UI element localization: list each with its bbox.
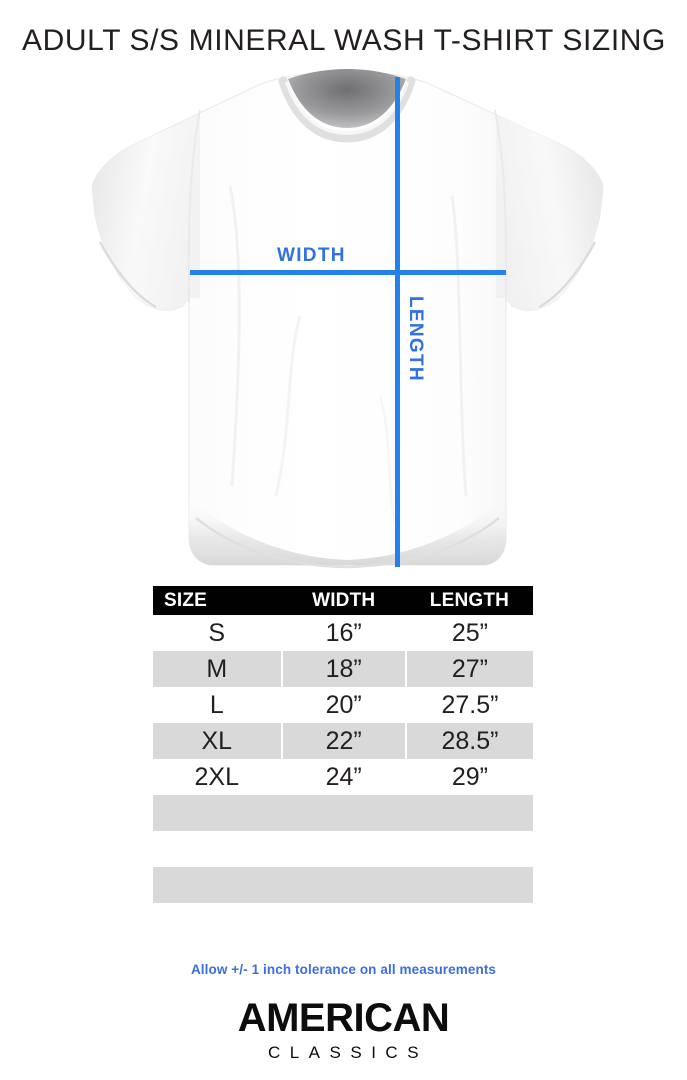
column-header-size: SIZE <box>153 586 282 615</box>
collar-highlight <box>285 81 409 135</box>
cell-size: 2XL <box>153 759 283 795</box>
tolerance-note: Allow +/- 1 inch tolerance on all measur… <box>190 962 497 977</box>
cell-size: L <box>153 687 283 723</box>
table-row-empty <box>153 903 533 939</box>
cell-empty <box>404 795 533 831</box>
width-measure-line <box>190 270 506 275</box>
cell-empty <box>280 867 407 903</box>
table-row: XL 22” 28.5” <box>153 723 533 759</box>
brand-tagline: CLASSICS <box>267 1043 429 1062</box>
table-row: L 20” 27.5” <box>153 687 533 723</box>
cell-length: 25” <box>404 615 533 651</box>
column-header-width: WIDTH <box>281 586 406 615</box>
cell-empty <box>153 867 283 903</box>
cell-empty <box>404 831 533 867</box>
tshirt-left-sleeve <box>92 114 200 311</box>
cell-empty <box>153 795 283 831</box>
cell-length: 29” <box>404 759 533 795</box>
measurement-overlay: WIDTH LENGTH <box>0 66 687 576</box>
cell-empty <box>280 795 407 831</box>
column-header-length: LENGTH <box>405 586 533 615</box>
brand-name: AMERICAN <box>237 996 450 1040</box>
cell-empty <box>153 831 283 867</box>
cell-empty <box>280 831 407 867</box>
fold-line-3 <box>450 195 468 497</box>
table-row: S 16” 25” <box>153 615 533 651</box>
cell-empty <box>404 867 533 903</box>
brand-logo: AMERICAN CLASSICS <box>0 996 687 1066</box>
table-row-empty <box>153 867 533 903</box>
cell-size: M <box>153 651 283 687</box>
hem-shadow <box>189 496 506 565</box>
right-cuff-hem <box>538 241 597 309</box>
bottom-hem-line <box>195 517 500 569</box>
cell-length: 27” <box>404 651 533 687</box>
length-measure-line <box>395 77 400 567</box>
table-header-row: SIZE WIDTH LENGTH <box>153 586 533 615</box>
fold-line-2 <box>274 315 302 497</box>
table-row-empty <box>153 795 533 831</box>
table-row-empty <box>153 831 533 867</box>
cell-width: 20” <box>280 687 407 723</box>
length-label: LENGTH <box>405 296 426 382</box>
size-table: SIZE WIDTH LENGTH S 16” 25” M 18” 27” L … <box>153 586 533 939</box>
left-armhole-seam <box>187 109 201 303</box>
left-cuff-hem <box>98 241 157 309</box>
cell-empty <box>280 903 407 939</box>
cell-width: 24” <box>280 759 407 795</box>
fold-line-4 <box>378 395 398 527</box>
cell-empty <box>153 903 283 939</box>
right-armhole-seam <box>494 109 508 303</box>
width-label: WIDTH <box>277 245 346 266</box>
fold-line-1 <box>228 185 241 487</box>
cell-size: XL <box>153 723 283 759</box>
table-row: M 18” 27” <box>153 651 533 687</box>
cell-empty <box>404 903 533 939</box>
cell-width: 22” <box>280 723 407 759</box>
cell-width: 18” <box>280 651 407 687</box>
neck-opening <box>288 69 406 128</box>
tshirt-right-sleeve <box>496 114 603 311</box>
cell-length: 28.5” <box>404 723 533 759</box>
page-title: ADULT S/S MINERAL WASH T-SHIRT SIZING <box>22 24 666 57</box>
cell-length: 27.5” <box>404 687 533 723</box>
cell-width: 16” <box>280 615 407 651</box>
cell-size: S <box>153 615 283 651</box>
table-row: 2XL 24” 29” <box>153 759 533 795</box>
